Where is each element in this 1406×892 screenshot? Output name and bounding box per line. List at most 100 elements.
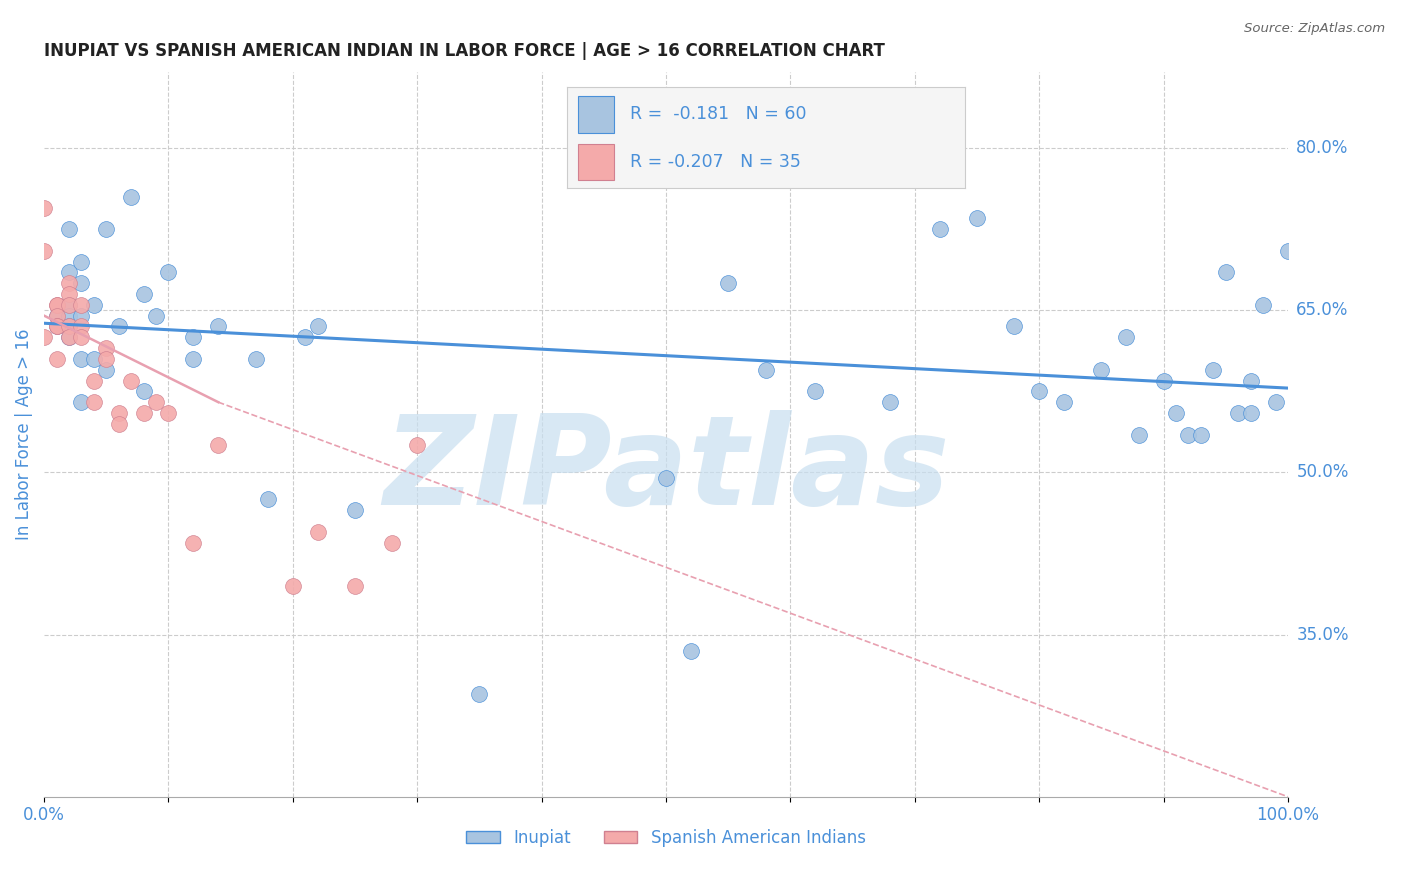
Point (45, 298, 67, 312)
Point (1240, 406, 1263, 420)
Point (45, 309, 67, 323)
Point (1215, 265, 1237, 279)
Point (207, 319, 229, 334)
Point (96, 341, 118, 355)
Point (58, 287, 80, 301)
Point (381, 535, 404, 549)
Point (58, 330, 80, 344)
Point (70, 309, 93, 323)
Text: 35.0%: 35.0% (1296, 625, 1348, 644)
Point (58, 298, 80, 312)
Point (132, 406, 155, 420)
Point (70, 395, 93, 409)
Point (83, 351, 105, 366)
Point (83, 374, 105, 388)
Point (96, 362, 118, 376)
Point (183, 330, 205, 344)
Point (58, 298, 80, 312)
Point (157, 265, 180, 279)
Point (879, 395, 901, 409)
Point (132, 384, 155, 399)
Point (45, 319, 67, 334)
Point (966, 211, 988, 226)
Point (107, 319, 129, 334)
Point (58, 222, 80, 236)
Point (1264, 395, 1286, 409)
Y-axis label: In Labor Force | Age > 16: In Labor Force | Age > 16 (15, 329, 32, 541)
Point (257, 492, 280, 507)
Text: ZIPatlas: ZIPatlas (382, 410, 949, 532)
Point (107, 417, 129, 431)
Point (58, 265, 80, 279)
Point (245, 351, 267, 366)
Point (132, 287, 155, 301)
Point (1153, 374, 1175, 388)
Point (70, 298, 93, 312)
Point (183, 535, 205, 549)
Point (70, 351, 93, 366)
Point (157, 406, 180, 420)
Point (145, 395, 167, 409)
Point (717, 277, 740, 291)
Point (32, 244, 55, 258)
Point (183, 351, 205, 366)
Point (45, 351, 67, 366)
Point (804, 384, 827, 399)
Point (1277, 244, 1299, 258)
Point (96, 351, 118, 366)
Point (928, 222, 950, 236)
Point (45, 319, 67, 334)
Point (32, 330, 55, 344)
Point (1227, 406, 1250, 420)
Point (1090, 362, 1112, 376)
Point (655, 471, 678, 485)
Point (1202, 362, 1225, 376)
Text: 80.0%: 80.0% (1296, 139, 1348, 157)
Point (58, 319, 80, 334)
Text: 65.0%: 65.0% (1296, 301, 1348, 319)
Point (1128, 427, 1150, 442)
Point (1028, 384, 1050, 399)
Point (307, 319, 329, 334)
Point (1251, 298, 1274, 312)
Point (344, 579, 367, 593)
Point (679, 644, 702, 658)
Point (1177, 427, 1199, 442)
Point (406, 438, 429, 452)
Point (83, 298, 105, 312)
Point (58, 330, 80, 344)
Point (45, 298, 67, 312)
Point (866, 157, 889, 171)
Point (107, 406, 129, 420)
Point (120, 190, 142, 204)
Point (1115, 330, 1137, 344)
Point (1002, 319, 1025, 334)
Text: INUPIAT VS SPANISH AMERICAN INDIAN IN LABOR FORCE | AGE > 16 CORRELATION CHART: INUPIAT VS SPANISH AMERICAN INDIAN IN LA… (44, 42, 884, 60)
Point (58, 319, 80, 334)
Text: 50.0%: 50.0% (1296, 464, 1348, 482)
Point (70, 277, 93, 291)
Point (281, 579, 304, 593)
Point (45, 309, 67, 323)
Point (207, 438, 229, 452)
Point (32, 201, 55, 215)
Point (70, 330, 93, 344)
Point (1164, 406, 1187, 420)
Point (70, 319, 93, 334)
Point (58, 277, 80, 291)
Point (96, 222, 118, 236)
Point (1189, 427, 1212, 442)
Legend: Inupiat, Spanish American Indians: Inupiat, Spanish American Indians (460, 822, 872, 854)
Point (294, 330, 316, 344)
Point (70, 254, 93, 268)
Point (344, 503, 367, 517)
Point (145, 309, 167, 323)
Point (58, 309, 80, 323)
Point (754, 362, 776, 376)
Point (83, 395, 105, 409)
Point (1240, 374, 1263, 388)
Point (468, 687, 491, 701)
Text: Source: ZipAtlas.com: Source: ZipAtlas.com (1244, 22, 1385, 36)
Point (45, 319, 67, 334)
Point (120, 374, 142, 388)
